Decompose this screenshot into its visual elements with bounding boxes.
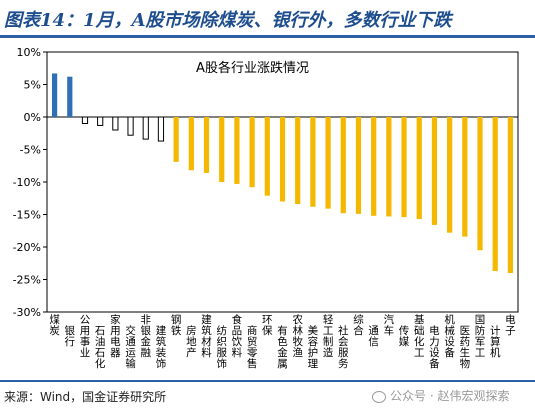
chart-title: A股各行业涨跌情况 — [196, 60, 309, 76]
source-note: 来源：Wind，国金证券研究所 — [4, 390, 167, 404]
category-label: 家用电器 — [110, 313, 121, 359]
bar — [219, 117, 225, 182]
category-label: 传媒 — [399, 325, 410, 348]
watermark-text: 公众号 · 赵伟宏观探索 — [390, 389, 510, 403]
category-label: 医药生物 — [460, 325, 471, 370]
bar — [264, 117, 270, 196]
category-label: 环保 — [262, 314, 273, 337]
bar — [507, 117, 514, 273]
category-label: 国防军工 — [475, 314, 486, 359]
bar — [371, 117, 377, 216]
category-label: 轻工制造 — [323, 313, 334, 359]
category-label: 通信 — [368, 325, 379, 348]
category-label: 综合 — [353, 313, 364, 337]
category-label: 建筑装饰 — [156, 324, 167, 370]
category-label: 社会服务 — [338, 324, 349, 370]
bar — [142, 116, 149, 140]
category-label: 交通运输 — [125, 324, 136, 370]
y-tick-label: -30% — [13, 306, 41, 319]
category-label: 美容护理 — [308, 324, 319, 370]
bar — [416, 117, 422, 220]
bar — [81, 116, 89, 124]
bar — [325, 117, 331, 209]
y-tick-label: 0% — [24, 111, 41, 124]
bar — [386, 117, 392, 217]
bar — [157, 116, 165, 142]
category-label: 食品饮料 — [232, 313, 243, 359]
y-tick-label: -25% — [13, 274, 41, 287]
bar — [249, 117, 255, 188]
category-label: 农林牧渔 — [292, 313, 303, 359]
category-label: 纺织服饰 — [216, 324, 227, 370]
bar — [462, 117, 468, 237]
bar — [310, 117, 316, 207]
bar — [112, 116, 119, 131]
category-label: 非银金融 — [141, 314, 152, 359]
category-label: 有色金属 — [277, 324, 288, 370]
bar — [173, 117, 179, 162]
category-label: 石油石化 — [95, 325, 106, 370]
bar — [234, 117, 240, 184]
y-tick-label: 5% — [24, 79, 41, 92]
wechat-icon — [372, 390, 386, 403]
bar — [188, 117, 194, 171]
category-label: 房地产 — [186, 324, 197, 359]
bar — [401, 117, 407, 218]
category-label: 商贸零售 — [247, 324, 258, 370]
y-tick-label: -20% — [13, 241, 41, 254]
y-tick-label: -5% — [20, 144, 41, 157]
category-label: 钢铁 — [171, 313, 182, 337]
category-label: 银行 — [65, 324, 76, 348]
bar — [447, 117, 453, 233]
bar — [340, 117, 346, 214]
category-label: 电子 — [505, 313, 516, 337]
bar — [431, 117, 438, 225]
bar — [477, 117, 483, 251]
category-label: 建筑材料 — [201, 313, 212, 359]
bar — [203, 117, 210, 173]
bar — [127, 116, 134, 136]
bar — [51, 73, 58, 117]
y-tick-label: -10% — [13, 176, 41, 189]
bar — [97, 116, 104, 126]
y-tick-label: -15% — [13, 209, 41, 222]
footer: 来源：Wind，国金证券研究所 公众号 · 赵伟宏观探索 — [0, 380, 535, 410]
bar — [67, 76, 73, 117]
category-label: 基础化工 — [414, 313, 425, 359]
category-label: 汽车 — [384, 313, 395, 337]
watermark: 公众号 · 赵伟宏观探索 — [372, 387, 509, 404]
category-label: 机械设备 — [444, 313, 455, 359]
bar — [279, 117, 286, 202]
category-label: 煤炭 — [49, 313, 60, 337]
y-tick-label: 10% — [17, 46, 41, 59]
figure-title: 图表14：1月，A股市场除煤炭、银行外，多数行业下跌 — [4, 10, 452, 31]
category-label: 计算机 — [490, 324, 501, 359]
category-label: 电力设备 — [429, 324, 440, 370]
industry-returns-chart: A股各行业涨跌情况 10% 5% 0% -5% -10% -15% -20% -25% -30% 煤… — [13, 46, 519, 370]
bar — [295, 117, 301, 205]
category-label: 公用事业 — [80, 314, 91, 359]
bar — [355, 117, 362, 214]
bar — [492, 117, 498, 272]
title-bar: 图表14：1月，A股市场除煤炭、银行外，多数行业下跌 — [0, 0, 535, 38]
